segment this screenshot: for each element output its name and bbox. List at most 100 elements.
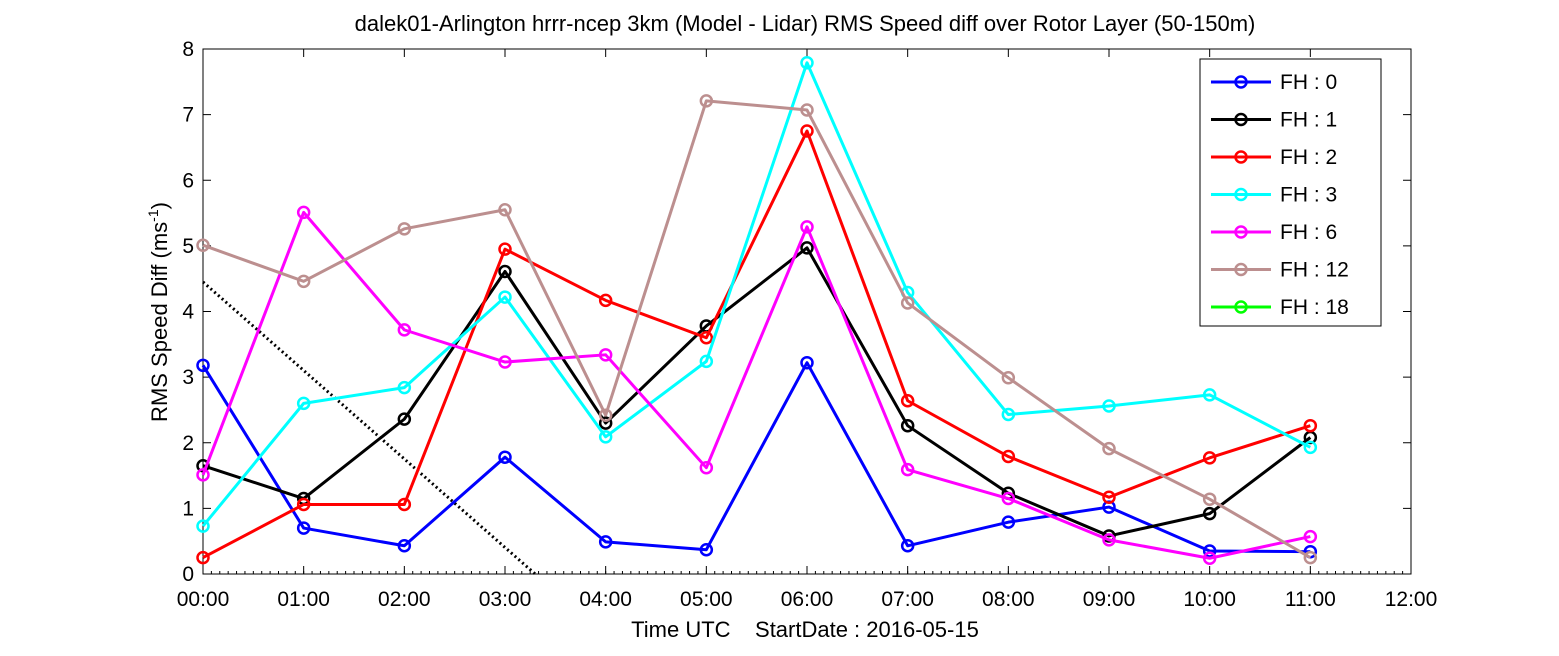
data-point	[1001, 407, 1016, 422]
x-tick-label: 01:00	[277, 588, 330, 611]
data-point	[196, 358, 210, 373]
data-point	[1303, 529, 1318, 544]
data-point	[699, 331, 714, 345]
data-point	[498, 355, 512, 369]
y-tick-label: 6	[182, 169, 194, 192]
x-tick-label: 10:00	[1183, 588, 1236, 611]
data-point	[1202, 551, 1217, 565]
legend-entry-label: FH : 12	[1280, 259, 1349, 282]
axis-ticks	[202, 48, 1412, 575]
data-point	[800, 220, 814, 234]
data-point	[699, 94, 714, 108]
data-point	[699, 542, 714, 557]
data-point	[800, 56, 814, 70]
data-point	[1202, 388, 1217, 402]
data-point	[397, 539, 412, 553]
data-point	[598, 408, 613, 422]
data-point	[397, 380, 412, 395]
legend-swatch-marker	[1234, 150, 1248, 164]
data-point	[1202, 544, 1217, 558]
data-point	[498, 290, 512, 304]
data-point	[397, 222, 412, 236]
data-point	[1102, 490, 1116, 504]
data-point	[498, 242, 512, 256]
y-tick-label: 5	[182, 235, 194, 258]
x-tick-label: 05:00	[680, 588, 733, 611]
reference-line-group	[202, 280, 537, 576]
x-tick-label: 02:00	[378, 588, 431, 611]
y-tick-label: 1	[182, 497, 194, 520]
data-point	[1303, 440, 1318, 455]
series-group	[196, 56, 1318, 565]
legend-swatch-marker	[1234, 75, 1248, 89]
data-point	[296, 497, 311, 512]
data-point	[598, 535, 613, 549]
legend-entry-label: FH : 18	[1280, 296, 1349, 319]
data-point	[1102, 441, 1116, 456]
series-line	[201, 61, 1312, 528]
y-tick-label: 2	[182, 432, 194, 455]
legend-entry-label: FH : 0	[1280, 71, 1337, 94]
data-point	[498, 203, 512, 217]
x-tick-label: 12:00	[1385, 588, 1438, 611]
data-point	[900, 394, 915, 408]
x-tick-label: 03:00	[479, 588, 532, 611]
data-point	[196, 238, 210, 252]
data-point	[800, 103, 814, 117]
legend-entry-label: FH : 3	[1280, 184, 1337, 207]
x-tick-label: 09:00	[1083, 588, 1136, 611]
y-axis-label-main: RMS Speed Diff (ms	[147, 222, 172, 422]
data-point	[1102, 399, 1116, 413]
x-tick-label: 06:00	[781, 588, 834, 611]
legend-swatch-marker	[1234, 225, 1248, 239]
legend-swatch-marker	[1234, 187, 1248, 202]
x-tick-label: 08:00	[982, 588, 1035, 611]
data-point	[196, 519, 210, 533]
data-point	[598, 348, 613, 362]
x-tick-label: 04:00	[579, 588, 632, 611]
data-point	[598, 293, 613, 308]
data-point	[900, 539, 915, 553]
data-point	[1202, 506, 1217, 521]
legend-swatch-marker	[1234, 300, 1248, 314]
data-point	[397, 412, 412, 426]
legend-entry-label: FH : 1	[1280, 109, 1337, 132]
data-point	[800, 241, 814, 255]
legend-box	[1199, 58, 1382, 327]
y-tick-label: 4	[182, 301, 194, 324]
data-point	[196, 468, 210, 482]
data-point	[1202, 492, 1217, 506]
legend-entry-label: FH : 2	[1280, 146, 1337, 169]
legend-entry-label: FH : 6	[1280, 221, 1337, 244]
series-line	[201, 210, 1311, 560]
data-point	[800, 355, 814, 370]
data-point	[900, 462, 915, 477]
series-line	[202, 129, 1311, 559]
chart-title: dalek01-Arlington hrrr-ncep 3km (Model -…	[355, 11, 1256, 36]
x-tick-label: 00:00	[177, 588, 230, 611]
x-tick-label: 07:00	[881, 588, 934, 611]
data-point	[397, 323, 412, 337]
data-point	[1102, 533, 1116, 547]
legend: FH : 0 FH : 1 FH : 2 FH : 3 FH : 6 FH : 12 FH …	[1199, 58, 1382, 327]
series-line	[202, 99, 1312, 559]
data-point	[296, 205, 311, 220]
data-point	[296, 274, 311, 289]
x-tick-label: 11:00	[1285, 588, 1336, 611]
y-tick-label: 7	[182, 104, 194, 127]
data-point	[900, 296, 915, 310]
data-point	[1303, 418, 1318, 433]
data-point	[1001, 491, 1016, 506]
y-tick-label: 8	[182, 38, 194, 61]
data-point	[900, 418, 915, 433]
series-line	[202, 246, 1312, 538]
x-axis-tick-labels: 00:00 01:00 02:00 03:00 04:00 05:00 06:00 07:00…	[177, 588, 1438, 611]
data-point	[598, 430, 613, 444]
data-point	[1102, 529, 1116, 543]
data-point	[1001, 371, 1016, 385]
data-point	[296, 521, 311, 535]
reference-dotted-line	[202, 280, 537, 576]
data-point	[498, 450, 512, 464]
data-point	[196, 550, 210, 565]
data-point	[397, 497, 412, 512]
